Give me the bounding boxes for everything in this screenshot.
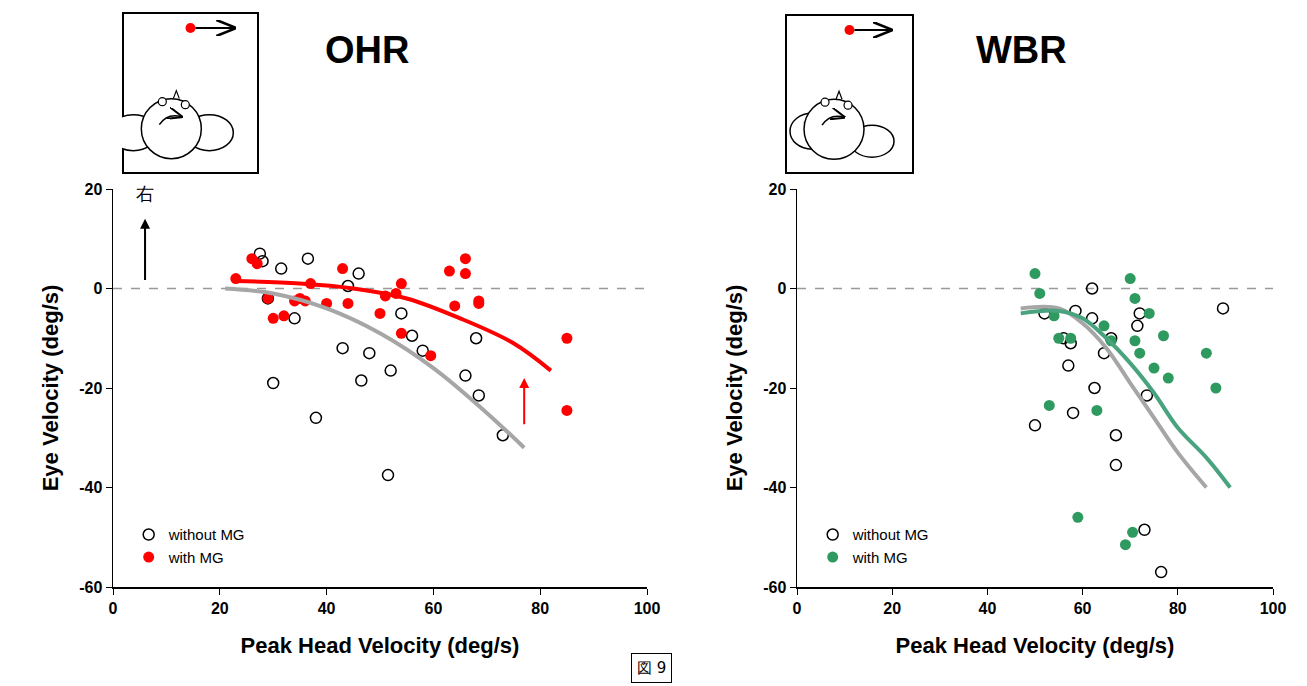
svg-text:-20: -20 bbox=[763, 380, 786, 397]
svg-text:OHR: OHR bbox=[325, 29, 409, 71]
svg-text:-60: -60 bbox=[79, 579, 102, 596]
svg-text:-40: -40 bbox=[79, 479, 102, 496]
svg-text:with MG: with MG bbox=[168, 549, 224, 566]
svg-text:右: 右 bbox=[136, 184, 154, 204]
svg-text:60: 60 bbox=[425, 600, 443, 617]
svg-text:図 9: 図 9 bbox=[637, 659, 666, 677]
svg-text:0: 0 bbox=[109, 600, 118, 617]
svg-text:100: 100 bbox=[1260, 600, 1287, 617]
svg-text:without MG: without MG bbox=[168, 526, 245, 543]
svg-text:80: 80 bbox=[531, 600, 549, 617]
svg-text:20: 20 bbox=[883, 600, 901, 617]
svg-text:-40: -40 bbox=[763, 479, 786, 496]
svg-text:-20: -20 bbox=[79, 380, 102, 397]
svg-text:Peak Head Velocity (deg/s): Peak Head Velocity (deg/s) bbox=[241, 633, 520, 658]
svg-text:100: 100 bbox=[634, 600, 661, 617]
svg-text:40: 40 bbox=[318, 600, 336, 617]
svg-text:20: 20 bbox=[211, 600, 229, 617]
svg-text:0: 0 bbox=[93, 280, 102, 297]
svg-text:WBR: WBR bbox=[976, 29, 1067, 71]
svg-text:40: 40 bbox=[979, 600, 997, 617]
svg-text:-60: -60 bbox=[763, 579, 786, 596]
svg-text:60: 60 bbox=[1074, 600, 1092, 617]
svg-text:Peak Head Velocity (deg/s): Peak Head Velocity (deg/s) bbox=[896, 633, 1175, 658]
svg-text:Eye Velocity (deg/s): Eye Velocity (deg/s) bbox=[722, 285, 747, 492]
svg-text:20: 20 bbox=[769, 181, 787, 198]
svg-text:Eye Velocity (deg/s): Eye Velocity (deg/s) bbox=[38, 285, 63, 492]
svg-text:with MG: with MG bbox=[852, 549, 908, 566]
svg-text:80: 80 bbox=[1169, 600, 1187, 617]
svg-text:0: 0 bbox=[793, 600, 802, 617]
svg-text:0: 0 bbox=[777, 280, 786, 297]
svg-text:without MG: without MG bbox=[852, 526, 929, 543]
svg-text:20: 20 bbox=[85, 181, 103, 198]
